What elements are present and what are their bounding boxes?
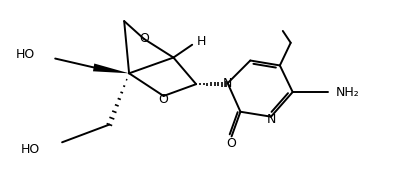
Text: H: H — [197, 35, 206, 48]
Text: N: N — [223, 77, 232, 90]
Text: HO: HO — [16, 48, 35, 61]
Text: O: O — [227, 137, 236, 150]
Text: O: O — [139, 32, 149, 45]
Text: O: O — [159, 93, 168, 106]
Text: N: N — [266, 113, 276, 126]
Text: HO: HO — [21, 143, 40, 156]
Text: NH₂: NH₂ — [336, 86, 360, 99]
Polygon shape — [93, 63, 129, 73]
